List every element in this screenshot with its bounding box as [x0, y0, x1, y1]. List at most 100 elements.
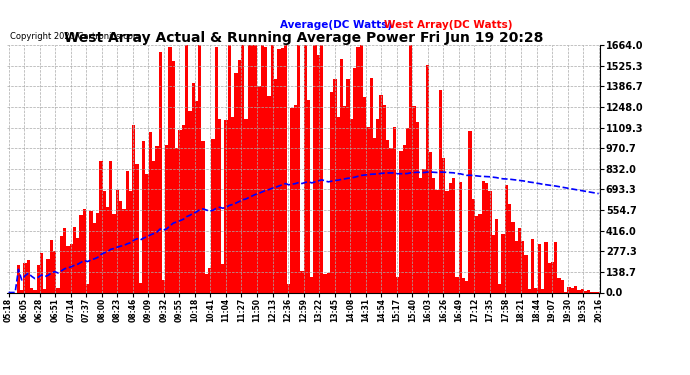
Bar	[228, 45, 231, 292]
Bar	[248, 45, 251, 292]
Bar	[469, 131, 472, 292]
Bar	[205, 274, 208, 292]
Bar	[152, 161, 155, 292]
Bar	[37, 265, 40, 292]
Bar	[350, 119, 353, 292]
Bar	[237, 60, 241, 292]
Bar	[267, 96, 270, 292]
Bar	[211, 139, 215, 292]
Bar	[485, 183, 489, 292]
Bar	[551, 262, 554, 292]
Bar	[307, 100, 310, 292]
Bar	[185, 45, 188, 292]
Bar	[491, 235, 495, 292]
Bar	[126, 171, 129, 292]
Bar	[472, 199, 475, 292]
Bar	[337, 117, 340, 292]
Bar	[112, 214, 116, 292]
Text: Copyright 2020 Cartronics.com: Copyright 2020 Cartronics.com	[10, 32, 141, 41]
Bar	[498, 284, 502, 292]
Bar	[155, 146, 159, 292]
Bar	[30, 288, 33, 292]
Bar	[389, 148, 393, 292]
Bar	[518, 228, 521, 292]
Bar	[122, 209, 126, 292]
Bar	[413, 106, 415, 292]
Bar	[304, 45, 307, 292]
Bar	[455, 276, 459, 292]
Bar	[290, 108, 294, 292]
Bar	[482, 181, 485, 292]
Bar	[168, 47, 172, 292]
Bar	[462, 279, 465, 292]
Bar	[254, 45, 257, 292]
Bar	[340, 59, 343, 292]
Bar	[435, 190, 439, 292]
Bar	[235, 73, 237, 292]
Bar	[281, 48, 284, 292]
Bar	[400, 151, 402, 292]
Bar	[221, 264, 224, 292]
Bar	[432, 178, 435, 292]
Bar	[274, 79, 277, 292]
Bar	[587, 291, 591, 292]
Bar	[478, 214, 482, 292]
Bar	[415, 122, 419, 292]
Bar	[57, 288, 59, 292]
Bar	[422, 169, 426, 292]
Bar	[251, 45, 254, 292]
Bar	[406, 128, 409, 292]
Text: Average(DC Watts): Average(DC Watts)	[280, 20, 392, 30]
Bar	[146, 174, 148, 292]
Bar	[465, 280, 469, 292]
Bar	[119, 201, 122, 292]
Bar	[165, 145, 168, 292]
Bar	[326, 273, 330, 292]
Bar	[264, 47, 267, 292]
Bar	[198, 45, 201, 292]
Bar	[333, 79, 337, 292]
Bar	[511, 222, 515, 292]
Bar	[373, 138, 376, 292]
Bar	[300, 271, 304, 292]
Bar	[33, 290, 37, 292]
Bar	[116, 190, 119, 292]
Bar	[63, 228, 66, 292]
Bar	[287, 284, 290, 292]
Bar	[353, 68, 356, 292]
Bar	[270, 45, 274, 292]
Bar	[195, 101, 198, 292]
Bar	[541, 290, 544, 292]
Bar	[475, 216, 478, 292]
Bar	[359, 45, 363, 292]
Bar	[73, 226, 76, 292]
Bar	[429, 152, 432, 292]
Bar	[558, 278, 561, 292]
Bar	[261, 45, 264, 292]
Bar	[310, 277, 313, 292]
Bar	[92, 223, 96, 292]
Bar	[584, 291, 587, 292]
Bar	[218, 120, 221, 292]
Bar	[188, 111, 192, 292]
Bar	[257, 86, 261, 292]
Bar	[370, 78, 373, 292]
Bar	[50, 240, 53, 292]
Bar	[79, 215, 83, 292]
Bar	[40, 253, 43, 292]
Bar	[442, 158, 445, 292]
Bar	[23, 263, 27, 292]
Bar	[396, 278, 400, 292]
Bar	[548, 263, 551, 292]
Bar	[567, 287, 571, 292]
Bar	[524, 255, 528, 292]
Bar	[439, 90, 442, 292]
Bar	[426, 65, 429, 292]
Bar	[528, 289, 531, 292]
Bar	[86, 284, 89, 292]
Bar	[376, 119, 380, 292]
Bar	[172, 61, 175, 292]
Bar	[448, 183, 452, 292]
Bar	[356, 47, 359, 292]
Bar	[231, 117, 235, 292]
